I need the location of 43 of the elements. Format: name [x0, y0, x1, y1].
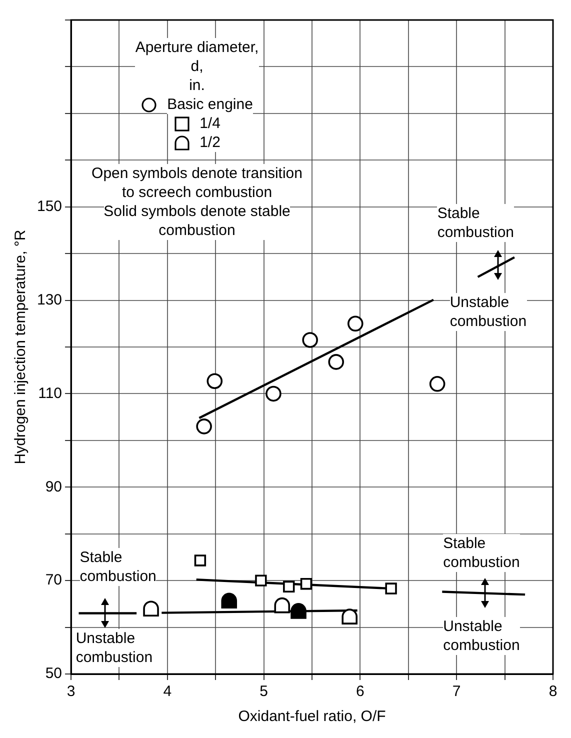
point	[274, 597, 290, 614]
annotation: Unstable combustion	[443, 616, 520, 655]
y-tick-label: 50	[45, 665, 62, 682]
y-tick-label: 130	[36, 291, 62, 308]
y-tick-label: 110	[38, 384, 62, 402]
annotation: Stable combustion	[437, 204, 514, 242]
x-tick-label: 7	[452, 683, 461, 700]
point	[429, 376, 446, 392]
point	[302, 332, 318, 348]
point	[266, 386, 282, 402]
x-axis-title: Oxidant-fuel ratio, O/F	[238, 708, 386, 726]
x-tick-label: 3	[66, 683, 76, 700]
point	[255, 574, 267, 586]
annotation: Stable combustion	[443, 534, 520, 572]
point	[221, 592, 238, 609]
annotation: Open symbols denote transition to screech combustion	[92, 164, 302, 202]
point	[347, 316, 364, 332]
point	[290, 603, 306, 619]
x-tick-label: 4	[163, 683, 172, 700]
point	[143, 600, 159, 616]
annotation: Solid symbols denote stable combustion	[104, 202, 290, 240]
point	[196, 418, 212, 434]
annotation: Stable combustion	[80, 548, 156, 586]
x-tick-label: 6	[356, 683, 364, 700]
point	[206, 373, 223, 389]
point	[328, 354, 344, 370]
y-tick-label: 90	[45, 478, 62, 496]
annotation: Unstable combustion	[450, 292, 527, 331]
legend-title: Aperture diameter, d, in.	[135, 38, 259, 95]
y-tick-label: 70	[45, 572, 62, 589]
legend-label: 1/2	[200, 133, 220, 152]
y-axis-title: Hydrogen injection temperature, °R	[12, 230, 30, 464]
point	[283, 580, 295, 592]
legend-label: Basic engine	[167, 95, 253, 114]
y-tick-label: 150	[36, 198, 62, 215]
x-tick-label: 5	[260, 683, 268, 700]
point	[342, 608, 358, 624]
point	[194, 554, 206, 566]
point	[300, 578, 312, 590]
annotation: Unstable combustion	[76, 629, 153, 668]
legend-label: 1/4	[200, 114, 220, 133]
x-tick-label: 8	[548, 683, 558, 700]
point	[385, 582, 397, 594]
